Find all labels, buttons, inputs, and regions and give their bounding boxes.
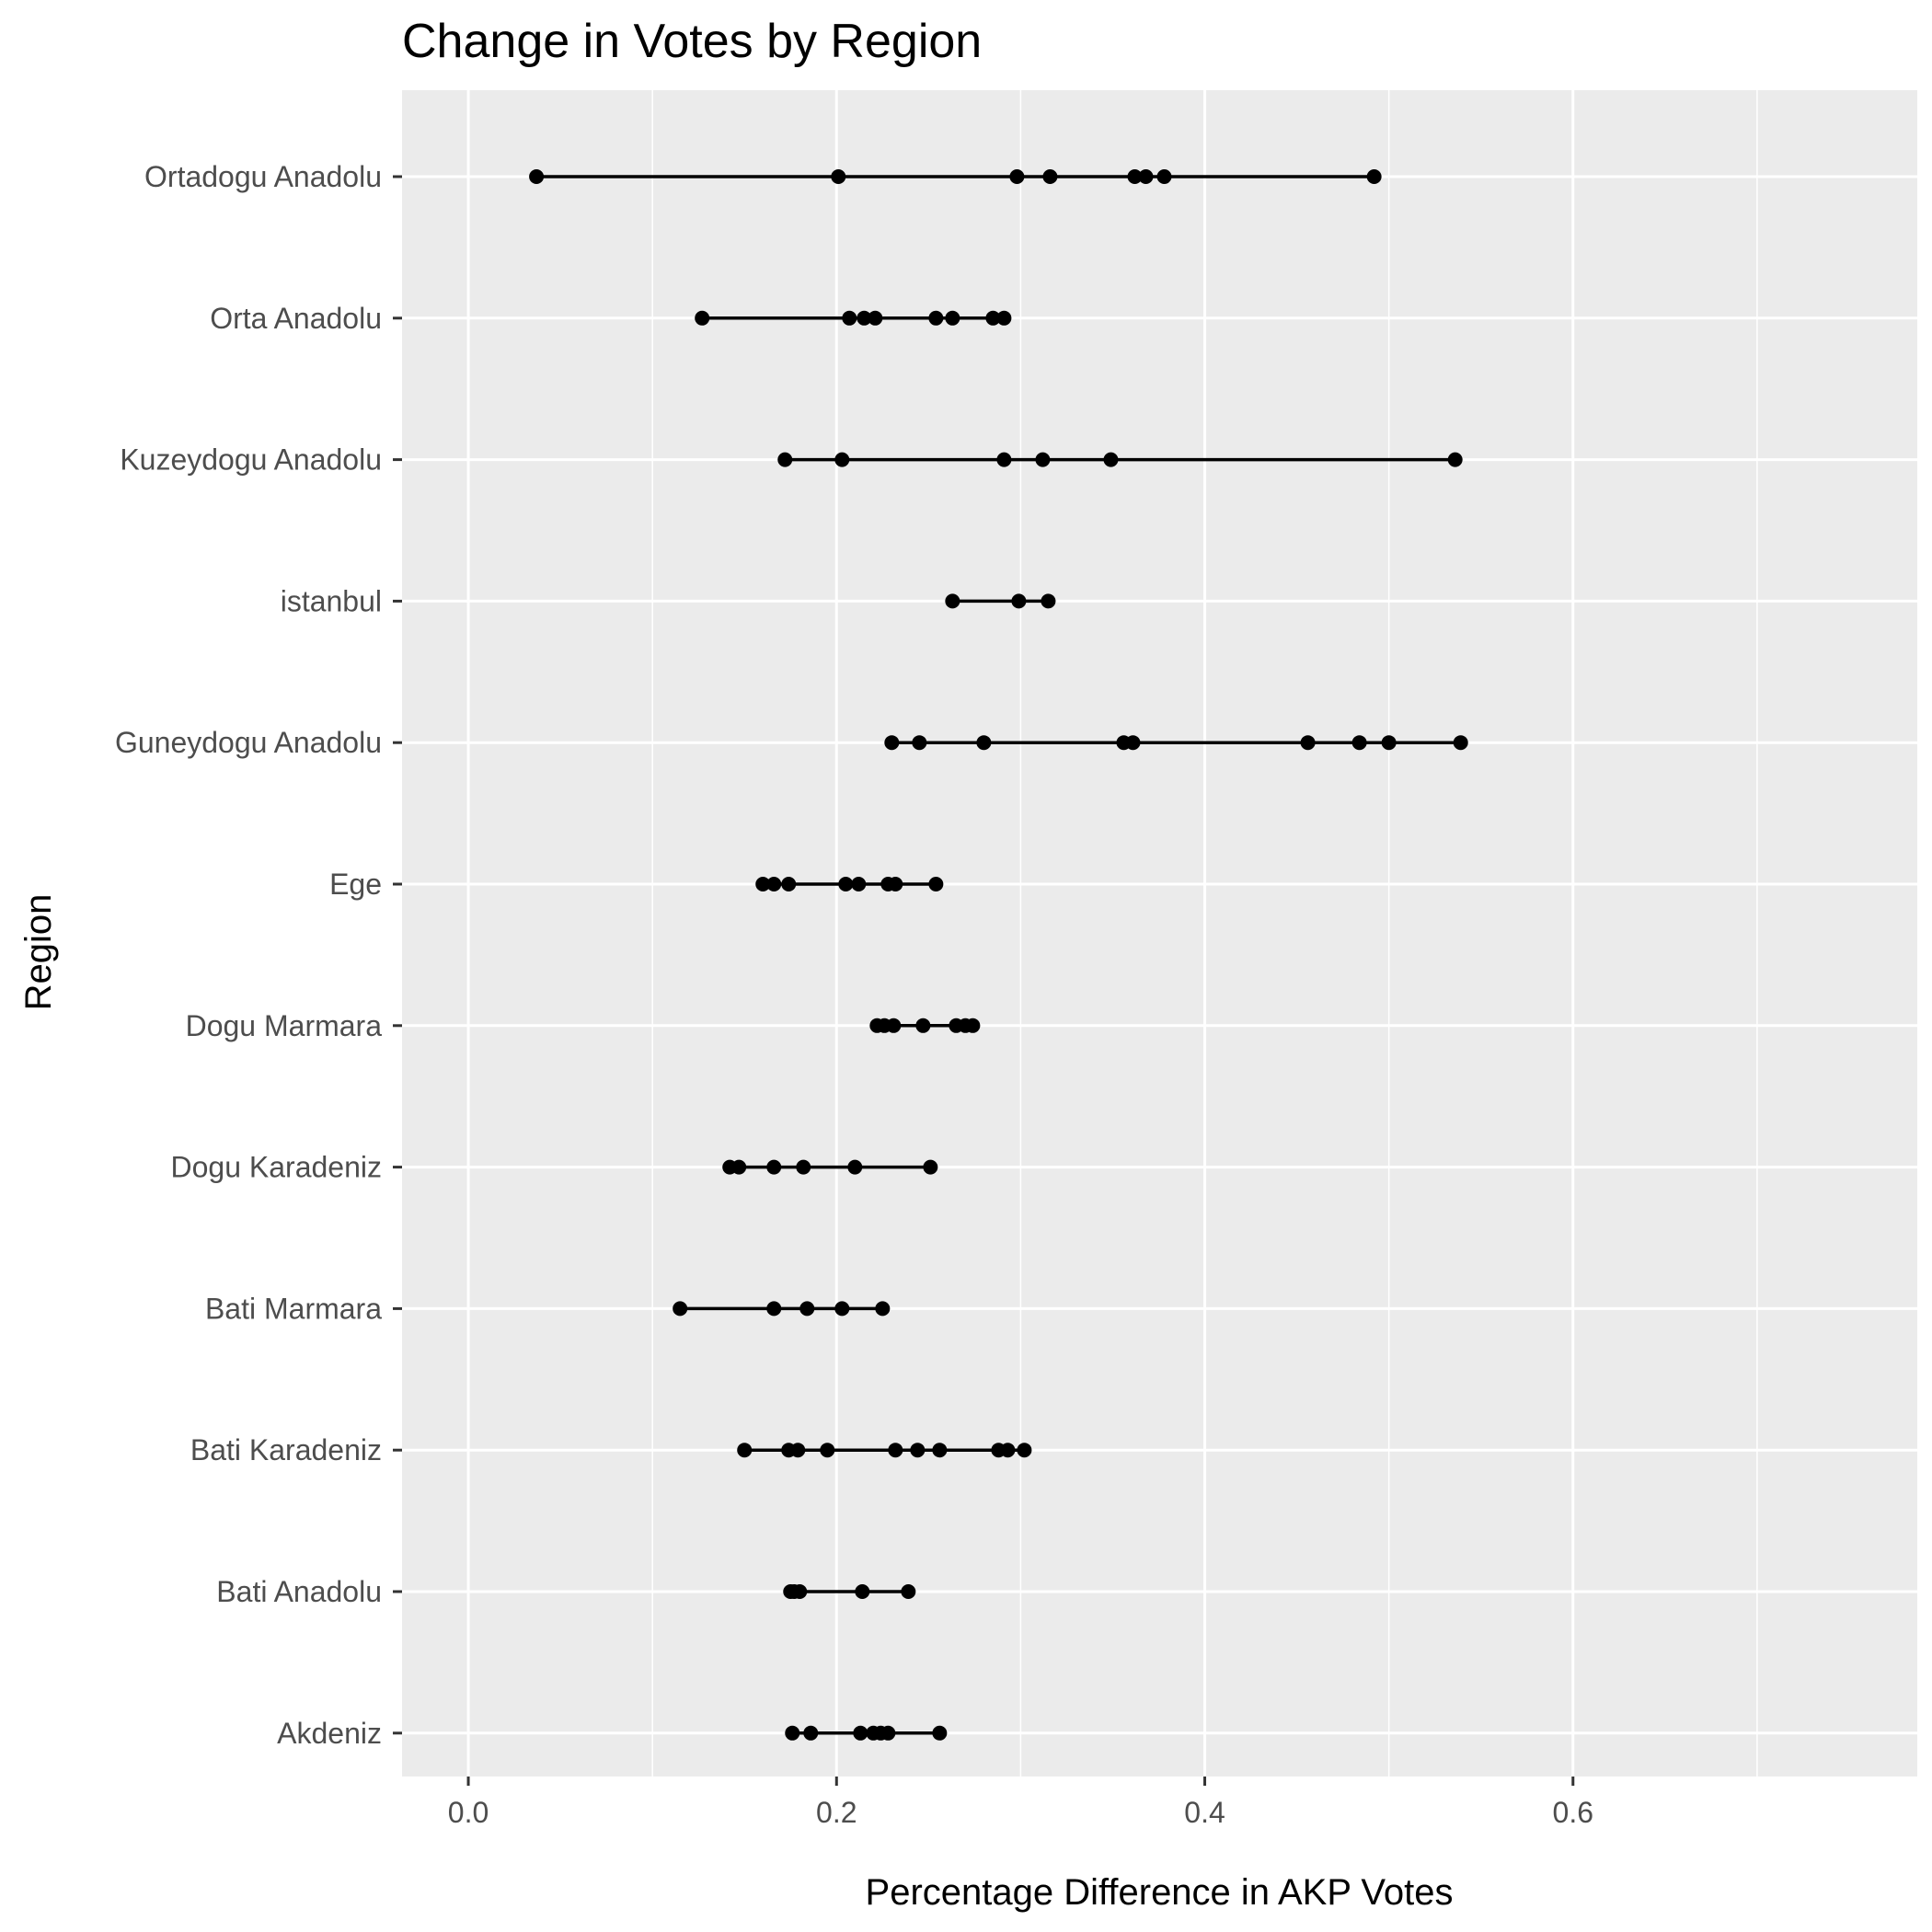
- data-point: [673, 1301, 688, 1317]
- data-point: [1041, 593, 1056, 609]
- data-point: [766, 1159, 782, 1175]
- data-point: [737, 1443, 753, 1458]
- data-point: [965, 1018, 981, 1033]
- data-point: [790, 1443, 806, 1458]
- data-point: [1125, 735, 1141, 751]
- data-point: [796, 1159, 811, 1175]
- data-point: [855, 1584, 870, 1599]
- data-point: [820, 1443, 835, 1458]
- data-point: [834, 452, 850, 467]
- data-point: [853, 1725, 868, 1741]
- data-point: [1011, 593, 1027, 609]
- data-point: [785, 1725, 800, 1741]
- data-point: [831, 169, 846, 184]
- y-tick-label: Ortadogu Anadolu: [144, 160, 382, 193]
- data-point: [1042, 169, 1058, 184]
- x-tick-label: 0.0: [448, 1796, 489, 1829]
- data-point: [766, 1301, 782, 1317]
- y-tick-label: Bati Marmara: [205, 1292, 382, 1325]
- data-point: [928, 877, 944, 891]
- y-axis: Ortadogu Anadolu Orta Anadolu Kuzeydogu An…: [115, 160, 402, 1750]
- data-point: [912, 735, 927, 751]
- data-point: [985, 310, 1001, 326]
- data-point: [1017, 1443, 1032, 1458]
- data-point: [1127, 169, 1143, 184]
- data-point: [884, 735, 900, 751]
- data-point: [976, 735, 992, 751]
- data-point: [1381, 735, 1397, 751]
- y-tick-label: Bati Anadolu: [216, 1575, 382, 1608]
- data-point: [842, 310, 857, 326]
- y-tick-label: Dogu Marmara: [186, 1009, 383, 1042]
- x-tick-label: 0.6: [1553, 1796, 1593, 1829]
- x-axis-title: Percentage Difference in AKP Votes: [866, 1872, 1454, 1913]
- data-point: [766, 877, 782, 891]
- data-point: [901, 1584, 916, 1599]
- data-point: [1138, 169, 1154, 184]
- data-point: [888, 877, 903, 891]
- data-point: [996, 452, 1012, 467]
- data-point: [910, 1443, 926, 1458]
- data-point: [857, 310, 872, 326]
- data-point: [1035, 452, 1051, 467]
- x-tick-label: 0.2: [816, 1796, 857, 1829]
- plot-panel: [402, 90, 1917, 1777]
- data-point: [777, 452, 793, 467]
- data-point: [923, 1159, 938, 1175]
- data-point: [932, 1725, 948, 1741]
- data-point: [1000, 1443, 1016, 1458]
- data-point: [915, 1018, 931, 1033]
- y-tick-label: Bati Karadeniz: [190, 1433, 382, 1466]
- data-point: [868, 310, 883, 326]
- x-tick-label: 0.4: [1184, 1796, 1225, 1829]
- data-point: [1366, 169, 1382, 184]
- grid-minor-x: [651, 90, 1758, 1777]
- data-series: [529, 169, 1468, 1741]
- data-point: [880, 1725, 896, 1741]
- y-tick-label: Akdeniz: [277, 1717, 382, 1750]
- data-point: [851, 877, 867, 891]
- data-point: [1009, 169, 1025, 184]
- chart-title: Change in Votes by Region: [402, 15, 982, 68]
- data-point: [803, 1725, 819, 1741]
- data-point: [932, 1443, 948, 1458]
- y-tick-label: Ege: [329, 868, 382, 901]
- data-point: [731, 1159, 747, 1175]
- data-point: [847, 1159, 863, 1175]
- y-tick-label: istanbul: [281, 584, 382, 617]
- data-point: [755, 877, 771, 891]
- data-point: [945, 310, 960, 326]
- y-tick-label: Guneydogu Anadolu: [115, 726, 382, 759]
- y-axis-title: Region: [18, 894, 59, 1011]
- data-point: [928, 310, 944, 326]
- data-point: [799, 1301, 815, 1317]
- data-point: [1447, 452, 1463, 467]
- data-point: [888, 1443, 903, 1458]
- data-point: [1103, 452, 1119, 467]
- data-point: [781, 877, 797, 891]
- data-point: [1351, 735, 1367, 751]
- data-point: [1453, 735, 1468, 751]
- data-point: [996, 310, 1012, 326]
- data-point: [529, 169, 545, 184]
- data-point: [838, 877, 854, 891]
- data-point: [834, 1301, 850, 1317]
- data-point: [875, 1301, 891, 1317]
- data-point: [886, 1018, 902, 1033]
- data-point: [1156, 169, 1172, 184]
- x-axis: 0.0 0.2 0.4 0.6: [448, 1777, 1593, 1829]
- data-point: [945, 593, 960, 609]
- y-tick-label: Kuzeydogu Anadolu: [120, 443, 382, 477]
- data-point: [695, 310, 710, 326]
- y-tick-label: Orta Anadolu: [210, 302, 382, 335]
- data-point: [1300, 735, 1316, 751]
- data-point: [792, 1584, 808, 1599]
- y-tick-label: Dogu Karadeniz: [171, 1151, 382, 1184]
